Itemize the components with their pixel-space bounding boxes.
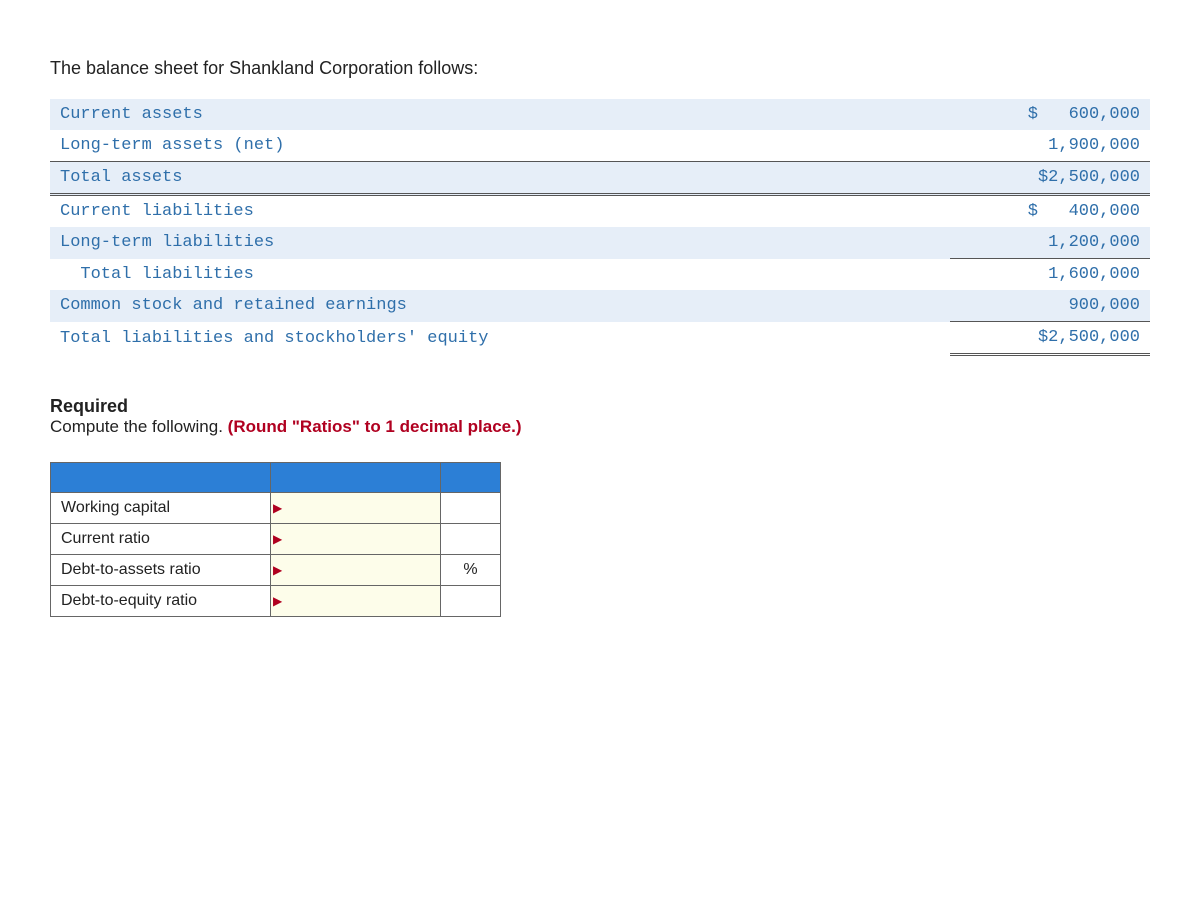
input-marker-icon: ▶ — [273, 594, 282, 608]
answer-header-blank-3 — [441, 463, 501, 493]
answer-header-row — [51, 463, 501, 493]
required-text-prefix: Compute the following. — [50, 417, 228, 436]
answer-row-debt-to-equity: Debt-to-equity ratio ▶ — [51, 586, 501, 617]
row-amount: 1,200,000 — [950, 227, 1150, 259]
answer-label: Working capital — [51, 493, 271, 524]
required-title: Required — [50, 396, 1150, 417]
current-ratio-input[interactable]: ▶ — [271, 524, 441, 555]
row-label: Long-term liabilities — [50, 227, 950, 259]
required-text: Compute the following. (Round "Ratios" t… — [50, 417, 1150, 437]
row-label: Common stock and retained earnings — [50, 290, 950, 322]
intro-text: The balance sheet for Shankland Corporat… — [50, 58, 1150, 79]
answer-suffix — [441, 493, 501, 524]
row-label: Long-term assets (net) — [50, 130, 950, 162]
row-label: Current liabilities — [50, 195, 950, 228]
row-amount: $2,500,000 — [950, 162, 1150, 195]
table-row-total-assets: Total assets $2,500,000 — [50, 162, 1150, 195]
answer-label: Debt-to-assets ratio — [51, 555, 271, 586]
balance-sheet-table: Current assets $ 600,000 Long-term asset… — [50, 99, 1150, 356]
row-label: Current assets — [50, 99, 950, 130]
table-row: Current liabilities $ 400,000 — [50, 195, 1150, 228]
input-marker-icon: ▶ — [273, 501, 282, 515]
answer-row-debt-to-assets: Debt-to-assets ratio ▶ % — [51, 555, 501, 586]
input-marker-icon: ▶ — [273, 532, 282, 546]
working-capital-input[interactable]: ▶ — [271, 493, 441, 524]
answer-table: Working capital ▶ Current ratio ▶ Debt-t… — [50, 462, 501, 617]
answer-suffix — [441, 524, 501, 555]
row-amount: 1,600,000 — [950, 259, 1150, 291]
answer-suffix: % — [441, 555, 501, 586]
table-row: Long-term assets (net) 1,900,000 — [50, 130, 1150, 162]
round-note: (Round "Ratios" to 1 decimal place.) — [228, 417, 522, 436]
answer-header-blank-1 — [51, 463, 271, 493]
row-label: Total assets — [50, 162, 950, 195]
input-marker-icon: ▶ — [273, 563, 282, 577]
row-label: Total liabilities and stockholders' equi… — [50, 322, 950, 355]
row-amount: 1,900,000 — [950, 130, 1150, 162]
debt-to-equity-input[interactable]: ▶ — [271, 586, 441, 617]
row-amount: $ 600,000 — [950, 99, 1150, 130]
row-label: Total liabilities — [50, 259, 950, 291]
table-row: Common stock and retained earnings 900,0… — [50, 290, 1150, 322]
row-amount: $2,500,000 — [950, 322, 1150, 355]
table-row: Current assets $ 600,000 — [50, 99, 1150, 130]
debt-to-assets-input[interactable]: ▶ — [271, 555, 441, 586]
table-row-total-liabilities: Total liabilities 1,600,000 — [50, 259, 1150, 291]
row-amount: 900,000 — [950, 290, 1150, 322]
answer-label: Current ratio — [51, 524, 271, 555]
answer-row-current-ratio: Current ratio ▶ — [51, 524, 501, 555]
answer-suffix — [441, 586, 501, 617]
answer-header-blank-2 — [271, 463, 441, 493]
row-amount: $ 400,000 — [950, 195, 1150, 228]
page-content: The balance sheet for Shankland Corporat… — [0, 0, 1200, 900]
answer-row-working-capital: Working capital ▶ — [51, 493, 501, 524]
required-section: Required Compute the following. (Round "… — [50, 396, 1150, 437]
table-row-grand-total: Total liabilities and stockholders' equi… — [50, 322, 1150, 355]
answer-label: Debt-to-equity ratio — [51, 586, 271, 617]
table-row: Long-term liabilities 1,200,000 — [50, 227, 1150, 259]
